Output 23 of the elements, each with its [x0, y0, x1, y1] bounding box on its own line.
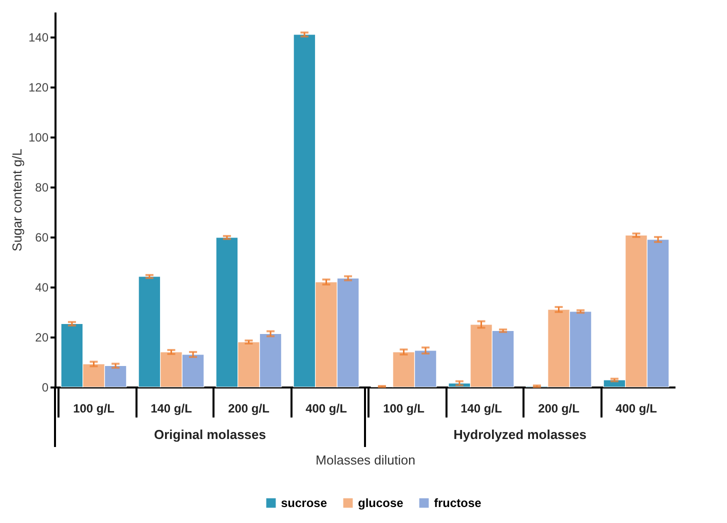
y-tick-label: 80	[35, 180, 49, 194]
x-tick-label: 200 g/L	[538, 402, 580, 416]
x-axis-title: Molasses dilution	[316, 452, 416, 468]
legend-label: fructose	[434, 496, 482, 510]
x-tick-label: 140 g/L	[460, 402, 502, 416]
x-tick-label: 140 g/L	[150, 402, 192, 416]
legend-label: glucose	[358, 496, 404, 510]
legend-label: sucrose	[281, 496, 328, 510]
y-tick-label: 140	[28, 30, 49, 44]
x-tick-label: 400 g/L	[616, 402, 657, 416]
y-tick-label: 120	[28, 80, 49, 94]
text: Hydrolyzed molasses	[454, 427, 586, 442]
y-axis-title: Sugar content g/L	[9, 148, 24, 252]
x-tick-label: 100 g/L	[73, 402, 114, 416]
y-tick-label: 0	[42, 380, 49, 394]
y-tick-label: 100	[28, 130, 49, 144]
y-tick-label: 20	[35, 330, 49, 344]
text: Original molasses	[154, 427, 266, 442]
y-tick-label: 60	[35, 230, 49, 244]
y-tick-label: 40	[35, 280, 49, 294]
x-tick-label: 200 g/L	[228, 402, 270, 416]
x-tick-label: 400 g/L	[306, 402, 347, 416]
x-tick-label: 100 g/L	[383, 402, 424, 416]
